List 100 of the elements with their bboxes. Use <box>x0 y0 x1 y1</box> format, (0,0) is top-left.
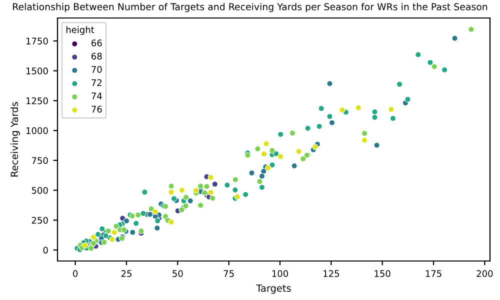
point <box>269 162 276 168</box>
point <box>326 80 333 87</box>
point <box>372 114 378 120</box>
point <box>355 104 362 111</box>
y-tick-label: 1250 <box>26 97 48 104</box>
x-tick-label: 25 <box>121 270 132 278</box>
x-tick-label: 0 <box>73 270 78 278</box>
point <box>326 113 333 120</box>
point <box>260 150 268 158</box>
point <box>291 162 298 169</box>
point <box>182 194 190 200</box>
point <box>138 228 144 234</box>
point <box>142 189 148 196</box>
point <box>256 178 263 185</box>
point <box>148 206 154 212</box>
point <box>304 125 311 132</box>
legend-title: height <box>66 26 94 35</box>
point <box>339 106 346 114</box>
point <box>198 183 204 190</box>
point <box>278 131 284 138</box>
y-tick-label: 250 <box>32 216 48 224</box>
point <box>101 239 108 246</box>
point <box>263 140 270 147</box>
point <box>123 218 130 224</box>
point <box>99 226 106 232</box>
point <box>224 182 230 188</box>
point <box>198 202 204 208</box>
point <box>372 108 378 115</box>
point <box>244 152 251 158</box>
point <box>109 236 116 242</box>
y-tick-label: 1500 <box>26 68 48 74</box>
x-axis-title: Targets <box>256 284 291 294</box>
point <box>178 187 186 194</box>
point <box>82 242 88 249</box>
x-tick-label: 150 <box>374 270 390 278</box>
point <box>146 211 154 218</box>
point <box>415 52 422 58</box>
point <box>232 186 238 194</box>
point <box>133 220 140 226</box>
point <box>396 81 403 88</box>
point <box>316 123 322 130</box>
x-tick-label: 100 <box>272 270 288 278</box>
x-tick-label: 125 <box>324 270 339 278</box>
point <box>187 198 194 204</box>
legend-label: 72 <box>92 79 102 86</box>
legend-label: 74 <box>92 92 102 100</box>
point <box>135 212 142 218</box>
point <box>318 105 324 112</box>
point <box>442 66 448 73</box>
point <box>260 168 267 174</box>
point <box>208 189 214 196</box>
x-tick-label: 50 <box>172 270 183 278</box>
legend-label: 66 <box>92 40 102 46</box>
point <box>254 146 261 152</box>
point <box>300 156 306 162</box>
y-tick-label: 500 <box>32 187 48 194</box>
point <box>111 229 118 236</box>
y-tick-label: 750 <box>32 157 48 164</box>
point <box>388 106 394 112</box>
point <box>94 231 102 238</box>
point <box>140 210 146 217</box>
legend-label: 70 <box>92 66 102 73</box>
point <box>265 164 272 171</box>
y-tick-label: 0 <box>43 246 48 254</box>
point <box>130 229 136 236</box>
point <box>404 96 411 102</box>
point <box>289 130 296 136</box>
point <box>278 154 284 160</box>
point <box>168 189 174 196</box>
point <box>361 130 368 136</box>
point <box>170 196 178 202</box>
y-axis-title: Receiving Yards <box>10 102 20 176</box>
point <box>427 59 434 66</box>
point <box>168 183 174 190</box>
point <box>258 184 266 190</box>
point <box>178 206 185 213</box>
point <box>242 191 249 198</box>
point <box>154 225 160 232</box>
point <box>232 176 238 183</box>
point <box>361 137 368 144</box>
point <box>90 234 97 240</box>
point <box>193 187 200 194</box>
point <box>248 170 255 176</box>
point <box>204 183 210 190</box>
chart-title: Relationship Between Number of Targets and Receiving Yards per Season for WRs in the Past Season <box>13 3 488 12</box>
point <box>468 26 474 32</box>
point <box>431 64 438 70</box>
point <box>208 174 214 181</box>
point <box>210 195 216 202</box>
y-tick-label: 1750 <box>26 38 48 44</box>
point <box>452 35 458 42</box>
point <box>374 142 380 148</box>
point <box>328 120 336 126</box>
x-tick-label: 75 <box>224 270 234 278</box>
point <box>152 208 158 215</box>
legend-label: 68 <box>92 52 102 60</box>
point <box>168 218 174 226</box>
point <box>105 228 112 234</box>
point <box>296 148 302 155</box>
y-tick-label: 1000 <box>26 127 48 134</box>
